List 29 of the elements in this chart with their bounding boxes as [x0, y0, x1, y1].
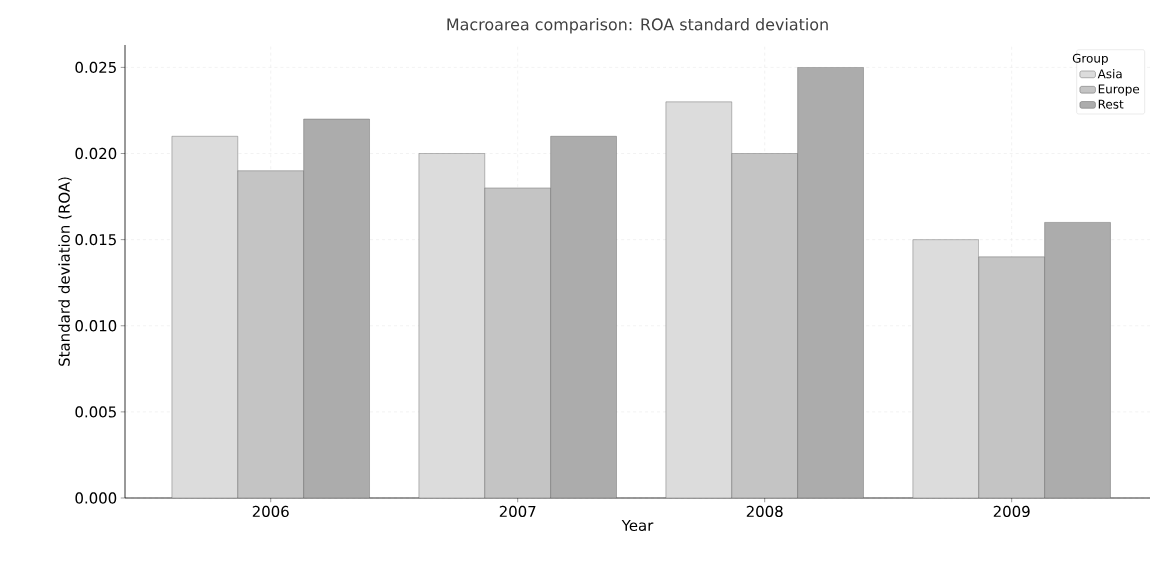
bar — [912, 239, 979, 498]
x-tick-label: 2006 — [252, 505, 289, 518]
bar — [237, 170, 304, 498]
legend-label: Rest — [1098, 99, 1124, 109]
x-tick-label: 2009 — [993, 505, 1030, 518]
bar — [550, 136, 617, 498]
bar — [418, 153, 485, 498]
bar — [303, 118, 370, 498]
legend-title: Group — [1072, 53, 1108, 66]
x-axis-title: Year — [621, 519, 654, 532]
y-tick-label: 0.005 — [75, 406, 116, 418]
y-tick-label: 0.025 — [75, 61, 116, 74]
y-tick-label: 0.010 — [75, 320, 117, 332]
bar — [1044, 222, 1111, 498]
legend-label: Asia — [1097, 69, 1122, 79]
chart-title: Macroarea comparison: ROA standard deviation — [447, 18, 828, 34]
bar — [797, 67, 864, 498]
y-tick-label: 0.015 — [75, 233, 116, 246]
bar — [484, 187, 551, 498]
x-tick-label: 2007 — [499, 505, 536, 518]
legend-label: Europe — [1098, 84, 1140, 96]
bar — [171, 136, 238, 498]
bar — [665, 101, 732, 498]
x-tick-label: 2008 — [746, 505, 783, 518]
bar — [978, 256, 1045, 498]
bar — [731, 153, 798, 498]
y-tick-label: 0.020 — [75, 147, 117, 160]
y-tick-label: 0.000 — [75, 492, 117, 504]
y-axis-title: Standard deviation (ROA) — [58, 177, 72, 366]
